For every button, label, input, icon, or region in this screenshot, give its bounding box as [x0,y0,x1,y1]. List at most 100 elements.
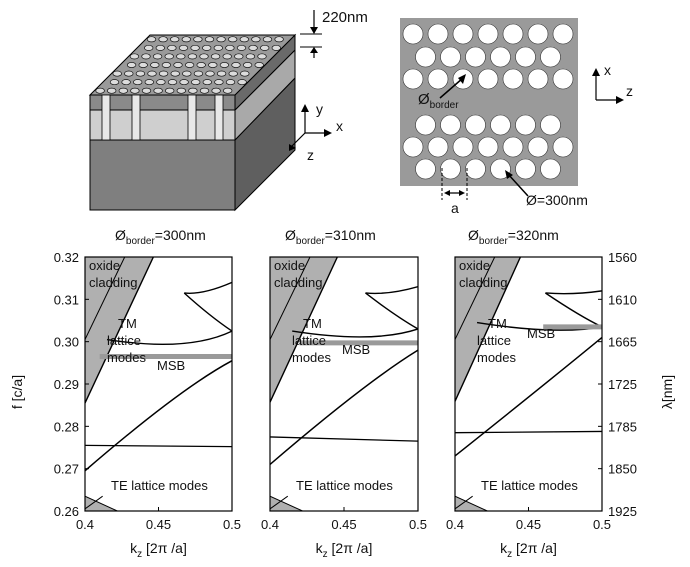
top-hole [204,36,215,43]
lattice-hole [477,136,499,158]
panel-title-2: Øborder=310nm [285,227,376,247]
lattice-hole [440,158,461,180]
tm-lattice-band [455,336,602,457]
top-hole [240,70,250,77]
lattice-hole [540,114,561,136]
top-hole [225,44,235,51]
slab-top-holes [95,36,284,94]
top-hole [214,79,224,86]
tm-upper-band-a [545,292,602,328]
y-left-tick-label: 0.32 [54,250,79,265]
lattice-hole [452,23,474,45]
modes-label: modes [107,350,147,365]
tm-label: TM [303,316,322,331]
tm-label: TM [118,316,137,331]
top-hole [146,36,157,43]
x-axis-title: kz [2π /a] [316,540,373,560]
y-right-tick-label: 1560 [608,250,637,265]
top-hole [193,36,203,43]
top-hole [196,62,206,68]
lattice-hole [452,136,474,158]
top-hole [161,62,172,68]
y-right-tick-label: 1850 [608,462,637,477]
modes-label: modes [292,350,332,365]
hole-arrow [507,173,529,197]
y-left-tick-label: 0.31 [54,292,79,307]
y-left-tick-label: 0.30 [54,335,79,350]
lattice-hole [527,23,549,45]
msb-label: MSB [342,342,370,357]
cladding-label: cladding [459,275,507,290]
panel-title-3: Øborder=320nm [468,227,559,247]
te-band [270,436,418,442]
top-hole [248,44,258,51]
modes-label: modes [477,350,517,365]
lattice-label: lattice [107,333,141,348]
top-hole [165,87,175,94]
top-view-diagram: x z Øborder Ø=300nm a [400,18,633,216]
lattice-hole [515,46,536,68]
top-hole [173,62,183,68]
top-hole [153,87,163,94]
top-hole [234,53,244,60]
lattice-hole [402,136,424,158]
top-hole [188,87,198,94]
tm-upper-band-a [365,292,418,330]
axis-x-label: x [336,118,343,134]
top-hole [130,87,140,94]
top-hole [155,44,165,51]
tm-upper-band-a [183,292,232,332]
te-cone-line [270,495,289,510]
top-hole [135,70,146,77]
top-hole [138,62,148,68]
thickness-label: 220nm [322,9,368,26]
te-label: TE lattice modes [111,478,208,493]
lattice-hole [540,46,561,68]
top-hole [245,53,256,60]
top-hole [156,79,166,86]
top-hole [274,36,284,43]
panel-title-1: Øborder=300nm [115,227,206,247]
x-axis-title: kz [2π /a] [500,540,557,560]
top-hole [242,62,253,68]
top-hole [121,79,131,86]
slab-front [89,94,236,111]
lattice-hole [515,114,536,136]
lattice-hole [477,23,499,45]
top-hole [144,79,154,86]
lattice-hole [490,46,511,68]
tv-axis-x-label: x [604,62,611,78]
x-tick-label: 0.5 [223,517,241,532]
y-left-tick-label: 0.29 [54,377,79,392]
lattice-hole [552,23,574,45]
lattice-hole [465,158,486,180]
tm-lattice-band [85,360,232,472]
axis-y-label: y [316,101,323,117]
top-view-background [400,18,578,186]
tm-lattice-band [270,349,418,466]
top-hole [170,70,180,77]
border-arrow [439,77,464,99]
y-right-tick-label: 1785 [608,419,637,434]
lattice-hole [540,158,561,180]
te-cone-region [455,495,488,511]
top-hole [176,87,186,94]
tm-upper-band-b [545,290,602,295]
panel-2: oxide cladding TM lattice modes MSB TE lattice… [261,256,427,560]
top-view-holes [402,23,574,180]
lattice-hole [490,114,511,136]
top-hole [225,79,236,86]
top-hole [271,44,281,51]
panel-3: oxide cladding TM lattice modes MSB TE lattice… [446,256,611,560]
top-hole [144,44,154,51]
top-hole [126,62,137,68]
x-axis-title: kz [2π /a] [130,540,187,560]
top-hole [193,70,204,77]
top-hole [254,62,264,68]
top-hole [158,70,169,77]
te-label: TE lattice modes [481,478,578,493]
lattice-hole [477,68,499,90]
top-hole [147,70,157,77]
lattice-hole [465,114,486,136]
lattice-hole [402,23,424,45]
